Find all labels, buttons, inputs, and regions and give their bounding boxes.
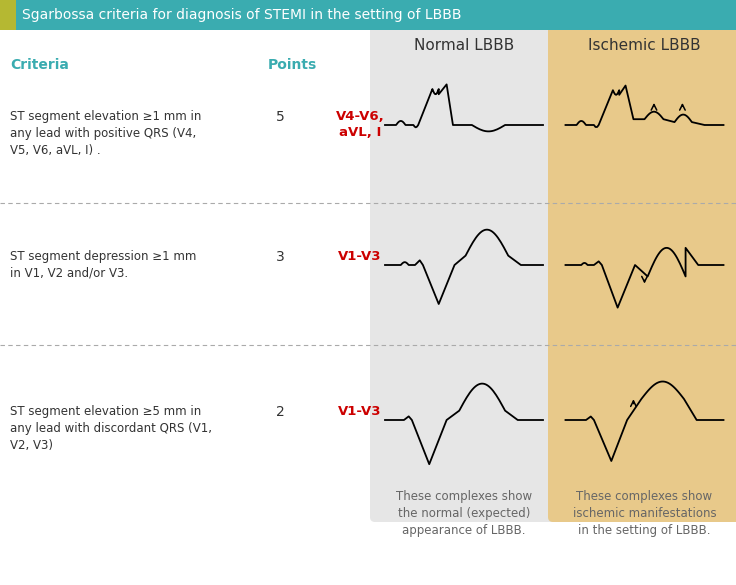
Text: V4-V6,
aVL, I: V4-V6, aVL, I [336,110,384,139]
Text: 5: 5 [276,110,285,124]
FancyBboxPatch shape [548,24,736,522]
Text: ST segment depression ≥1 mm
in V1, V2 and/or V3.: ST segment depression ≥1 mm in V1, V2 an… [10,250,197,280]
Text: V1-V3: V1-V3 [339,405,382,418]
Text: V1-V3: V1-V3 [339,250,382,263]
Bar [0,0,16,30]
Text: Sgarbossa criteria for diagnosis of STEMI in the setting of LBBB: Sgarbossa criteria for diagnosis of STEM… [22,8,461,22]
Text: Criteria: Criteria [10,58,69,72]
Text: Normal LBBB: Normal LBBB [414,37,514,53]
Text: Points: Points [268,58,317,72]
Text: 2: 2 [276,405,285,419]
Text: ST segment elevation ≥5 mm in
any lead with discordant QRS (V1,
V2, V3): ST segment elevation ≥5 mm in any lead w… [10,405,212,452]
Text: These complexes show
ischemic manifestations
in the setting of LBBB.: These complexes show ischemic manifestat… [573,490,716,537]
Text: ST segment elevation ≥1 mm in
any lead with positive QRS (V4,
V5, V6, aVL, I) .: ST segment elevation ≥1 mm in any lead w… [10,110,202,157]
Text: 3: 3 [276,250,285,264]
Bar [0,0,736,30]
Text: These complexes show
the normal (expected)
appearance of LBBB.: These complexes show the normal (expecte… [396,490,532,537]
FancyBboxPatch shape [370,24,558,522]
Text: Ischemic LBBB: Ischemic LBBB [588,37,701,53]
